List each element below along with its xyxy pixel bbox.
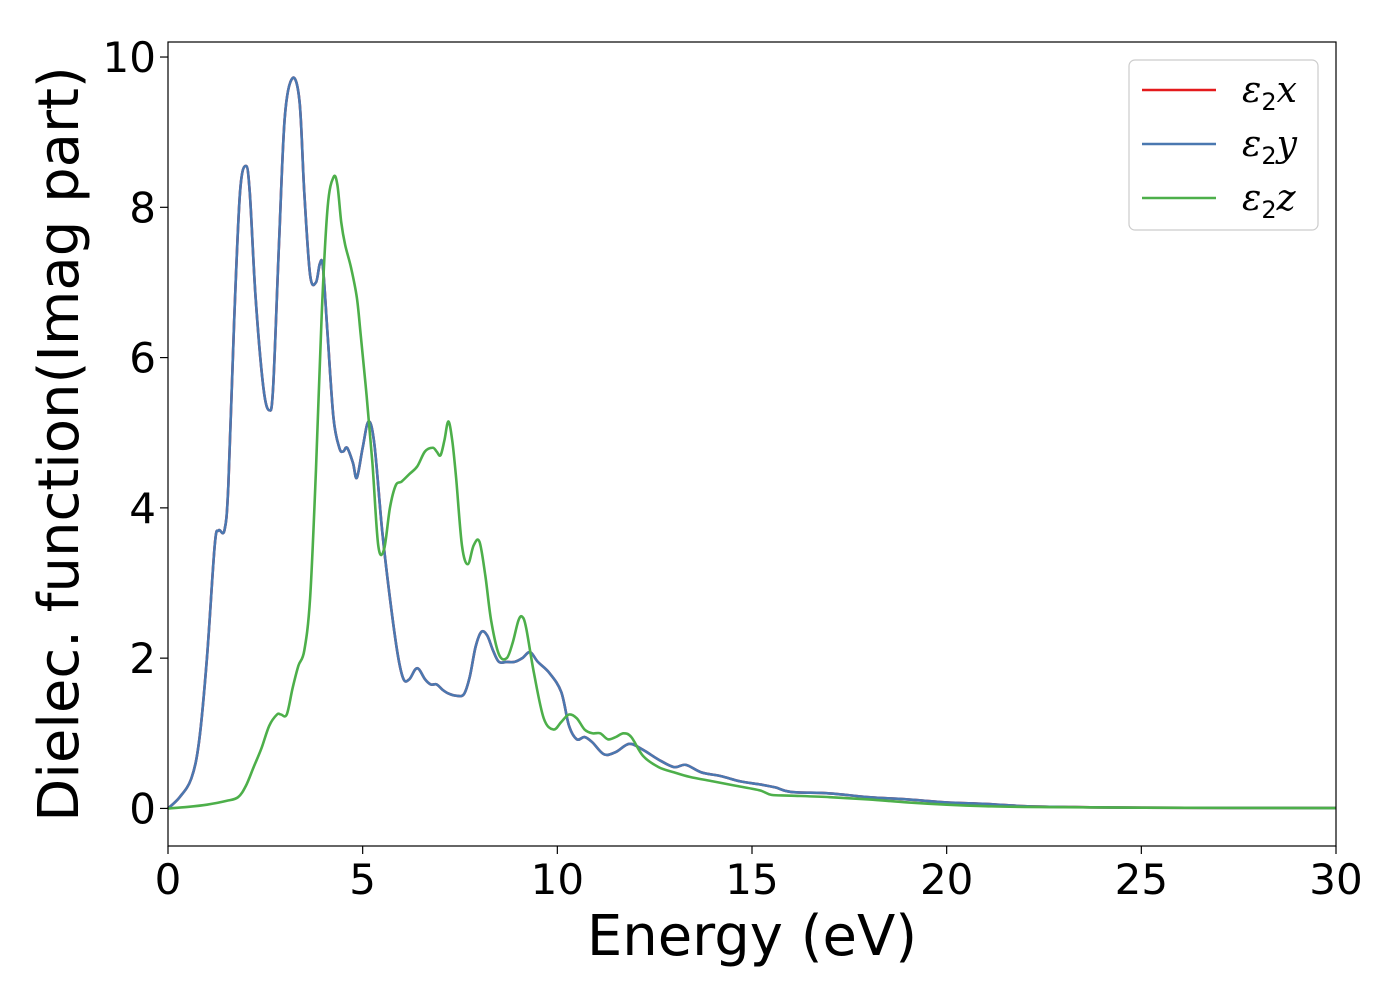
- legend-label-x: ε2x: [1242, 70, 1297, 116]
- x-tick-label: 5: [349, 855, 376, 904]
- y-tick-label: 2: [129, 634, 156, 683]
- y-tick-label: 10: [103, 33, 156, 82]
- y-tick-label: 4: [129, 484, 156, 533]
- y-tick-label: 0: [129, 784, 156, 833]
- y-axis-label: Dielec. function(Imag part): [27, 66, 92, 822]
- plot-lines: [167, 76, 1337, 810]
- series-line-z: [167, 174, 1337, 810]
- legend: ε2x ε2y ε2z: [1128, 59, 1319, 231]
- x-tick-label: 30: [1309, 855, 1362, 904]
- legend-label-z: ε2z: [1242, 178, 1297, 224]
- y-axis: 0 2 4 6 8 10: [103, 33, 168, 833]
- y-tick-label: 6: [129, 334, 156, 383]
- legend-label-y: ε2y: [1242, 124, 1298, 170]
- x-axis-label: Energy (eV): [587, 904, 917, 969]
- y-tick-label: 8: [129, 183, 156, 232]
- x-tick-label: 25: [1115, 855, 1168, 904]
- legend-box: [1128, 59, 1319, 231]
- x-tick-label: 0: [155, 855, 182, 904]
- x-tick-label: 15: [725, 855, 778, 904]
- x-tick-label: 10: [531, 855, 584, 904]
- x-tick-label: 20: [920, 855, 973, 904]
- x-axis: 0 5 10 15 20 25 30: [155, 846, 1363, 904]
- series-line-y: [167, 76, 1337, 810]
